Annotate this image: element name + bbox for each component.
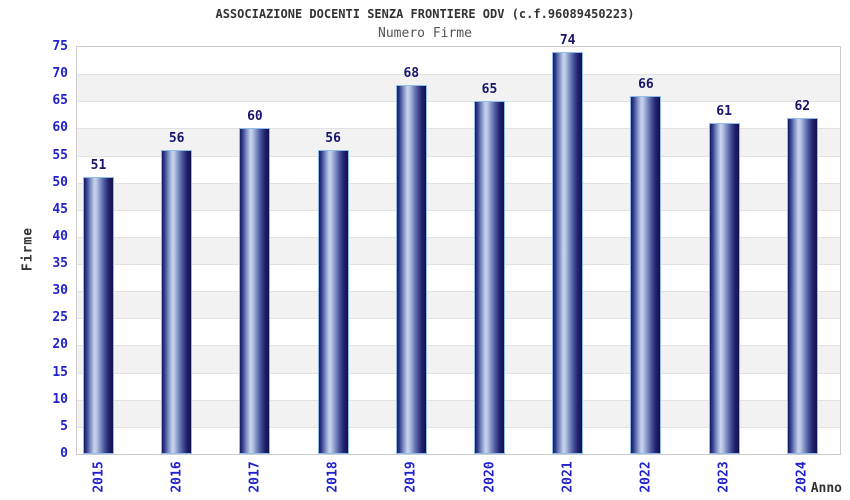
gridline: [77, 291, 840, 293]
y-tick-label: 75: [52, 39, 68, 54]
gridline: [77, 426, 840, 428]
bar-value-label: 68: [403, 65, 420, 81]
bar-value-label: 62: [794, 98, 811, 114]
bar-value-label: 56: [325, 131, 341, 147]
y-tick-label: 40: [52, 228, 68, 244]
bar: [161, 150, 193, 454]
x-tick-label: 2018: [325, 461, 341, 493]
y-tick-label: 15: [52, 364, 68, 380]
x-axis-title: Anno: [810, 481, 842, 496]
y-tick-label: 55: [52, 147, 68, 163]
gridline: [77, 345, 840, 347]
x-tick-label: 2017: [247, 461, 263, 493]
gridline: [77, 74, 840, 76]
y-tick-label: 30: [52, 283, 68, 299]
x-tick-label: 2023: [716, 461, 732, 493]
gridline: [77, 182, 840, 184]
bar: [786, 117, 818, 454]
bar: [474, 101, 505, 454]
x-tick-label: 2024: [794, 461, 810, 493]
y-tick-label: 50: [52, 174, 68, 190]
y-tick-label: 10: [52, 391, 68, 407]
x-tick-label: 2019: [403, 461, 419, 493]
x-tick-label: 2016: [169, 461, 185, 493]
y-tick-label: 70: [52, 66, 68, 82]
bar-value-label: 65: [481, 82, 498, 98]
x-tick-label: 2020: [482, 461, 497, 493]
y-tick-label: 5: [60, 418, 68, 434]
gridline: [77, 399, 840, 401]
y-tick-label: 0: [60, 446, 68, 461]
bar-value-label: 61: [716, 103, 732, 119]
plot-band: [77, 47, 840, 75]
y-tick-label: 35: [52, 256, 68, 272]
x-tick-label: 2015: [91, 461, 106, 493]
x-tick-label: 2021: [560, 461, 576, 493]
y-tick-label: 25: [52, 310, 68, 326]
y-tick-label: 20: [52, 337, 68, 353]
bar: [239, 128, 271, 454]
chart-title: ASSOCIAZIONE DOCENTI SENZA FRONTIERE ODV…: [215, 7, 635, 21]
gridline: [77, 128, 840, 130]
gridline: [77, 236, 840, 238]
bar-value-label: 51: [90, 158, 107, 174]
y-tick-label: 45: [52, 201, 68, 217]
y-tick-label: 65: [52, 93, 68, 109]
gridline: [77, 101, 840, 103]
bar: [395, 85, 427, 454]
plot-band: [77, 74, 840, 102]
bar: [630, 95, 662, 454]
plot-area: 51 56 60 56 68 65 74 66 61 62: [76, 33, 841, 455]
bar: [552, 52, 584, 454]
gridline: [77, 372, 840, 374]
chart-subtitle: Numero Firme: [378, 26, 472, 41]
bar: [83, 177, 114, 454]
bar-value-label: 60: [247, 109, 263, 125]
bar-value-label: 56: [168, 131, 185, 147]
bar-value-label: 74: [559, 33, 576, 49]
y-axis-title: Firme: [20, 226, 36, 272]
y-tick-label: 60: [52, 120, 68, 136]
bar: [317, 150, 349, 454]
x-tick-label: 2022: [638, 461, 654, 493]
gridline: [77, 264, 840, 266]
gridline: [77, 155, 840, 157]
gridline: [77, 318, 840, 320]
gridline: [77, 209, 840, 211]
bar-value-label: 66: [638, 76, 654, 92]
bar: [708, 122, 740, 454]
